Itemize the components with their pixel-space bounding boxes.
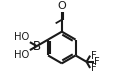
Text: O: O — [57, 1, 66, 11]
Text: HO: HO — [14, 50, 30, 60]
Text: F: F — [90, 63, 96, 73]
Text: B: B — [33, 40, 41, 53]
Text: HO: HO — [14, 32, 30, 42]
Text: F: F — [94, 57, 100, 67]
Text: F: F — [90, 51, 96, 61]
